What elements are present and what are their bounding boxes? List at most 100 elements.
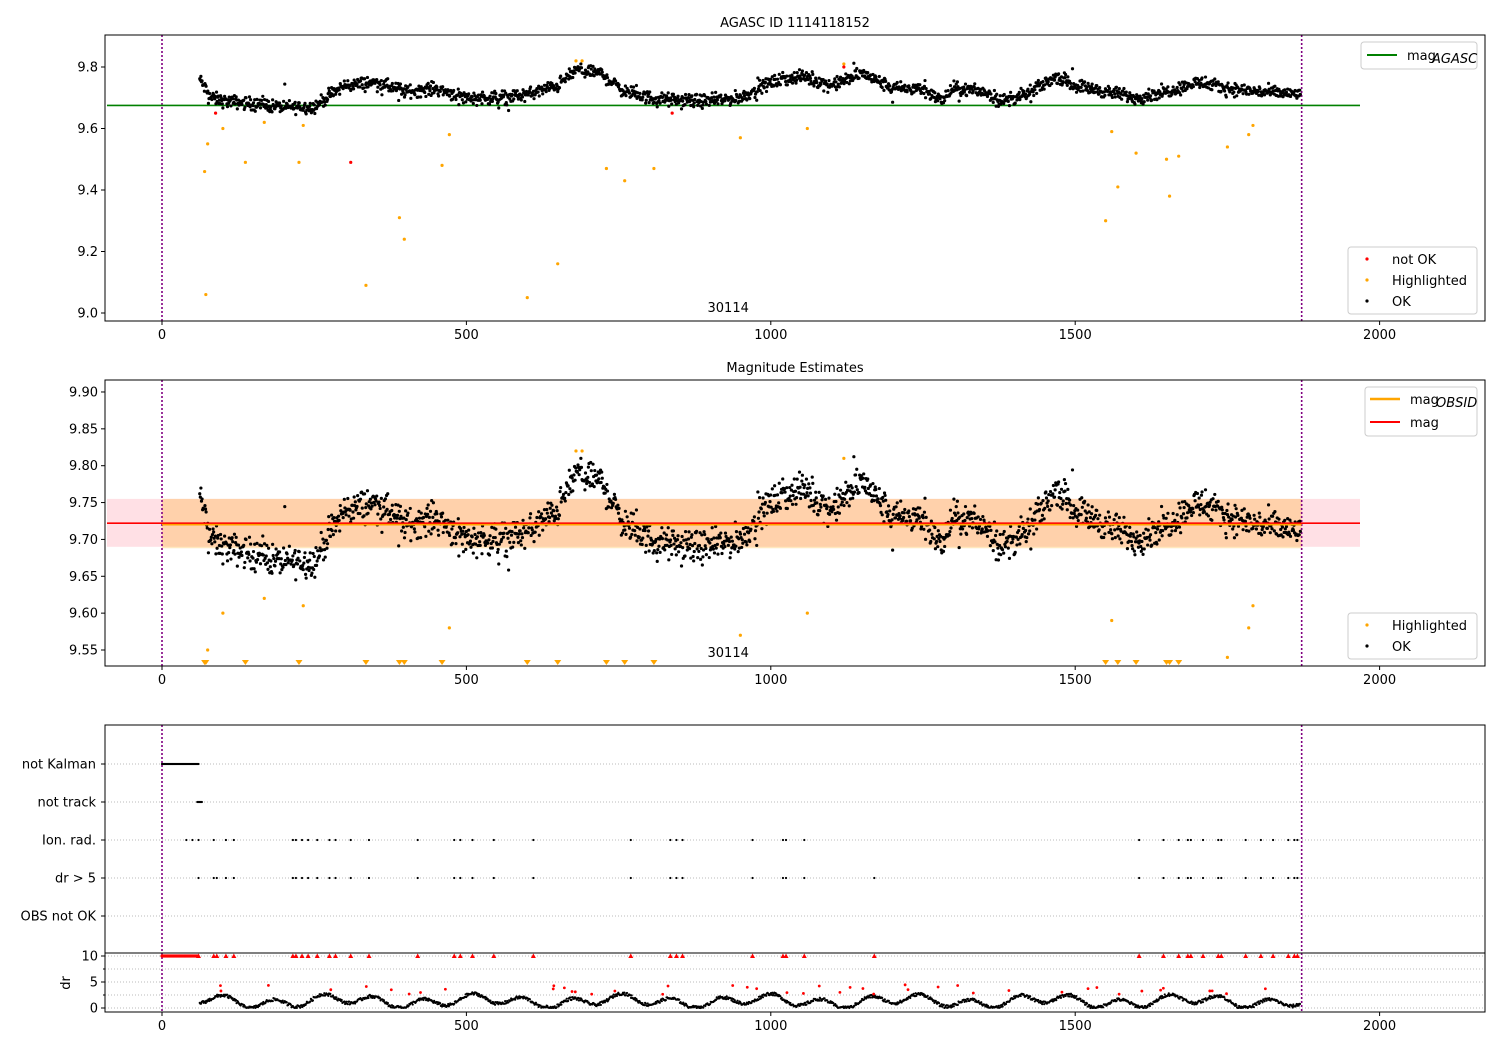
ok-point bbox=[218, 101, 222, 106]
ok-point bbox=[366, 511, 370, 515]
ok-point bbox=[907, 515, 911, 519]
ok-point bbox=[541, 528, 545, 532]
ok-point bbox=[1046, 504, 1050, 508]
ok-point bbox=[331, 533, 335, 537]
ok-point bbox=[281, 565, 285, 569]
ok-point bbox=[894, 505, 898, 509]
ok-point bbox=[350, 81, 355, 86]
ok-point bbox=[571, 489, 575, 493]
ok-point bbox=[808, 76, 813, 81]
ok-point bbox=[884, 498, 888, 502]
ok-point bbox=[471, 551, 475, 555]
ok-point bbox=[847, 504, 851, 508]
ok-point bbox=[277, 556, 281, 561]
ok-point bbox=[857, 490, 861, 495]
ok-point bbox=[559, 500, 563, 504]
ok-point bbox=[780, 491, 784, 495]
ok-point bbox=[932, 537, 936, 541]
ok-point bbox=[638, 527, 642, 531]
ok-point bbox=[963, 518, 967, 523]
ok-point bbox=[554, 516, 558, 521]
ok-point bbox=[1035, 527, 1039, 531]
ok-point bbox=[698, 531, 702, 535]
ok-point bbox=[1029, 547, 1033, 551]
ok-point bbox=[291, 554, 295, 558]
ok-point bbox=[785, 74, 789, 78]
dr-point bbox=[453, 1002, 456, 1005]
ok-point bbox=[456, 87, 460, 91]
ok-point bbox=[1198, 513, 1202, 517]
ok-point bbox=[382, 82, 386, 86]
ok-point bbox=[458, 535, 462, 539]
ok-point bbox=[692, 559, 696, 563]
ok-point bbox=[1226, 502, 1230, 506]
ion-rad-point bbox=[669, 838, 672, 842]
ok-point bbox=[346, 496, 350, 501]
ok-point bbox=[644, 550, 648, 554]
ion-rad-point bbox=[1296, 838, 1299, 842]
ok-point bbox=[845, 80, 849, 85]
ok-point bbox=[1066, 75, 1070, 79]
ok-point bbox=[520, 532, 524, 536]
ok-point bbox=[283, 505, 287, 509]
dr-clipped-marker bbox=[1270, 953, 1276, 958]
ok-point bbox=[336, 514, 341, 518]
ok-point bbox=[368, 497, 372, 501]
ok-point bbox=[347, 514, 351, 518]
ok-point bbox=[899, 499, 903, 503]
ok-point bbox=[703, 532, 707, 537]
ok-point bbox=[326, 527, 330, 532]
ok-point bbox=[1157, 538, 1161, 542]
ok-point bbox=[1051, 492, 1055, 496]
dr-gt5-point bbox=[1189, 876, 1192, 880]
ok-point bbox=[557, 513, 562, 517]
ok-point bbox=[795, 495, 799, 500]
ok-point bbox=[1260, 528, 1264, 532]
ok-point bbox=[563, 80, 567, 84]
ok-point bbox=[790, 81, 795, 85]
ok-point bbox=[774, 506, 778, 511]
ok-point bbox=[1116, 534, 1120, 538]
ok-point bbox=[393, 516, 397, 520]
ok-point bbox=[803, 483, 807, 487]
ok-point bbox=[627, 91, 632, 95]
ok-point bbox=[1128, 534, 1132, 538]
ok-point bbox=[715, 98, 719, 102]
ok-point bbox=[292, 551, 297, 555]
ok-point bbox=[903, 507, 907, 512]
ok-point bbox=[1098, 513, 1102, 517]
ok-point bbox=[260, 98, 264, 102]
ok-point bbox=[1025, 535, 1029, 540]
ok-point bbox=[1142, 531, 1146, 535]
ok-point bbox=[884, 79, 888, 84]
ok-point bbox=[1119, 529, 1123, 533]
ok-point bbox=[403, 93, 407, 97]
ok-point bbox=[589, 67, 593, 71]
ok-point bbox=[383, 512, 387, 516]
ok-point bbox=[842, 503, 846, 508]
ok-point bbox=[881, 495, 885, 500]
ok-point bbox=[266, 567, 270, 572]
ok-point bbox=[959, 93, 963, 98]
highlighted-point bbox=[1110, 129, 1114, 134]
ok-point bbox=[623, 84, 628, 88]
ok-point bbox=[631, 85, 636, 89]
ok-point bbox=[1295, 538, 1299, 543]
ok-point bbox=[590, 482, 595, 486]
ok-point bbox=[991, 100, 995, 105]
ok-point bbox=[976, 531, 980, 535]
ok-point bbox=[1248, 516, 1252, 520]
ok-point bbox=[1147, 87, 1151, 91]
ok-point bbox=[1225, 508, 1229, 513]
ok-point bbox=[699, 546, 703, 551]
ok-point bbox=[446, 518, 450, 522]
ok-point bbox=[358, 511, 362, 516]
ok-point bbox=[351, 87, 356, 91]
ok-point bbox=[200, 497, 204, 501]
ok-point bbox=[1097, 528, 1101, 532]
dr-point bbox=[655, 1002, 658, 1005]
ok-point bbox=[1063, 76, 1067, 80]
dr-gt5-point bbox=[492, 876, 495, 880]
ok-point bbox=[835, 486, 839, 490]
ok-point bbox=[1006, 99, 1010, 103]
